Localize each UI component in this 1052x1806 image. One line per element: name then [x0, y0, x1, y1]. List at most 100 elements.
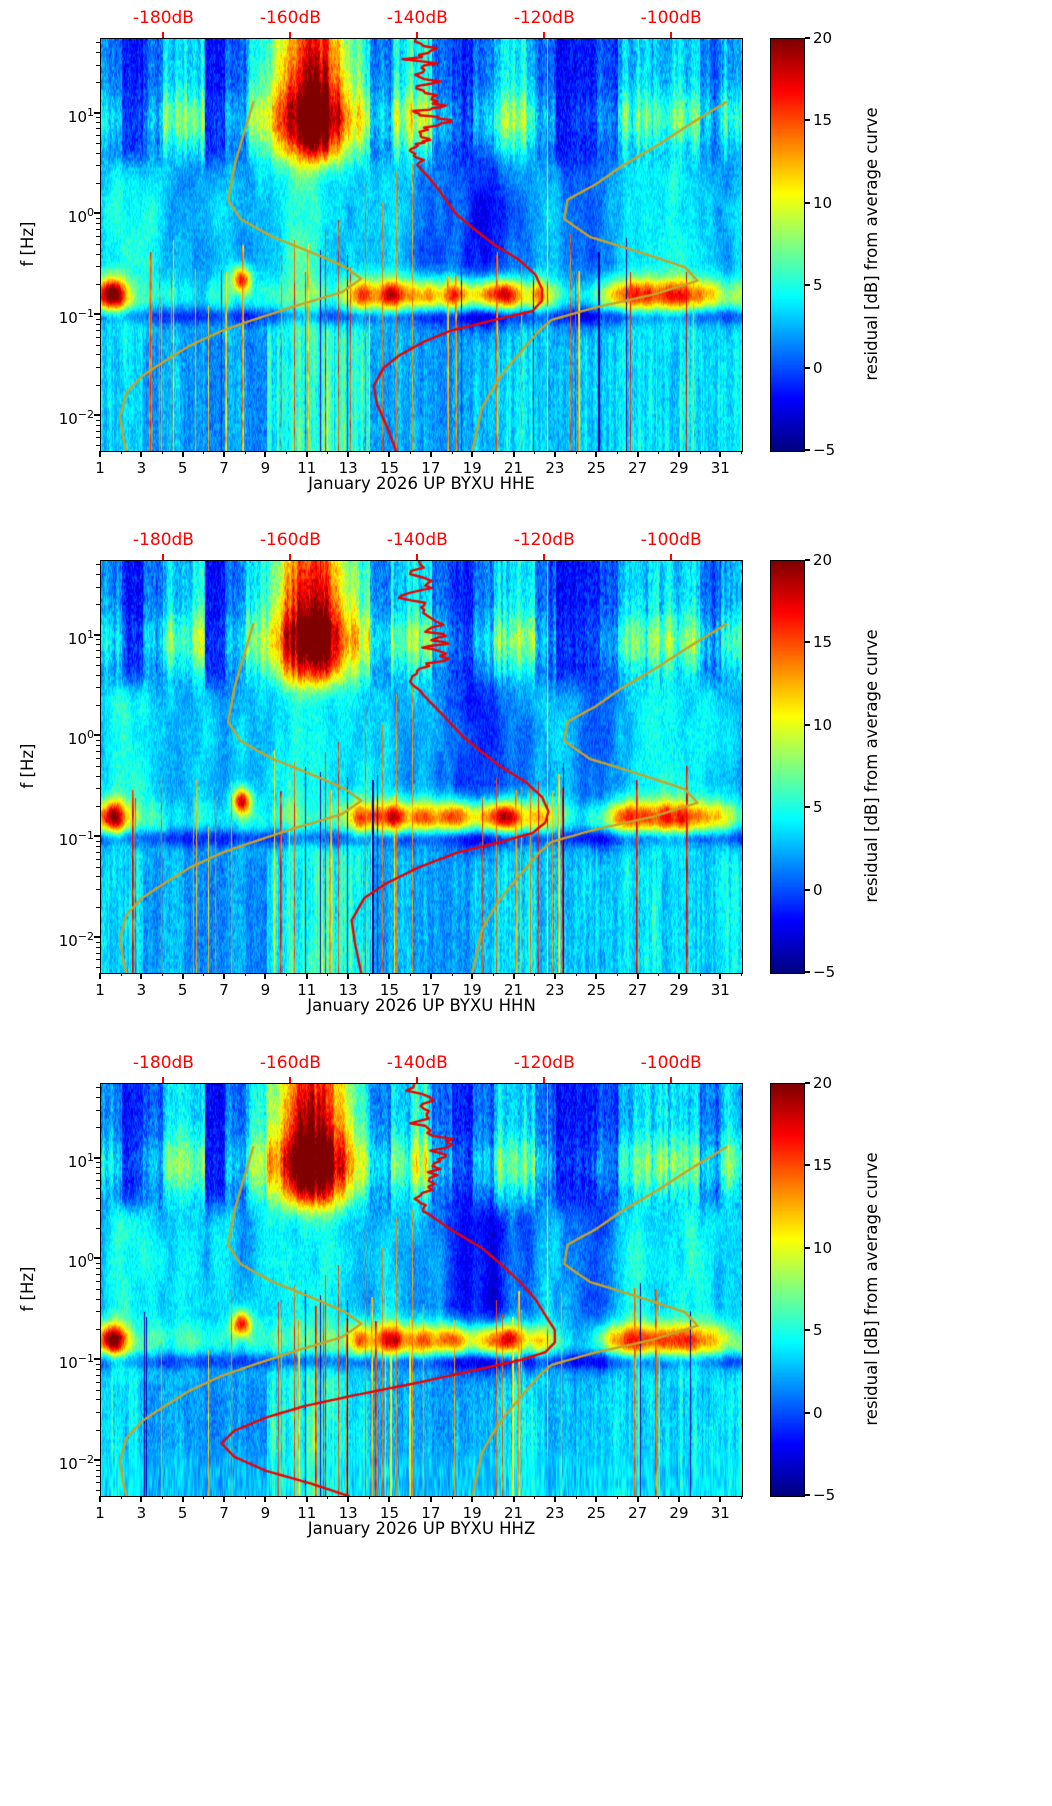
x-tick-label: 17	[421, 459, 441, 477]
top-db-tick-label: -160dB	[259, 530, 321, 550]
x-minor-tick-mark	[492, 1496, 494, 1499]
spectrogram-plot	[100, 38, 743, 452]
x-minor-tick-mark	[741, 973, 742, 976]
y-minor-tick-mark	[96, 906, 100, 908]
x-minor-tick-mark	[699, 1496, 701, 1499]
x-minor-tick-mark	[741, 1496, 742, 1499]
colorbar-tick-label: 0	[813, 358, 823, 377]
colorbar-tick-label: 20	[813, 1074, 833, 1092]
y-minor-tick-mark	[96, 876, 100, 878]
colorbar-tick-mark	[805, 1329, 810, 1332]
x-tick-label: 31	[710, 459, 730, 477]
top-db-tick-label: -100dB	[640, 8, 702, 28]
colorbar-tick-mark	[805, 449, 810, 451]
x-minor-tick-mark	[534, 973, 536, 976]
top-db-tick-mark	[670, 32, 673, 38]
top-db-tick-label: -160dB	[259, 1053, 321, 1073]
y-minor-tick-mark	[96, 1210, 100, 1212]
y-minor-tick-mark	[96, 705, 100, 707]
x-tick-mark	[429, 451, 432, 457]
colorbar-tick-label: 15	[813, 111, 833, 130]
y-minor-tick-mark	[96, 223, 100, 225]
colorbar-tick-label: 15	[813, 1156, 833, 1175]
top-db-tick-mark	[543, 1077, 546, 1083]
x-tick-mark	[512, 1496, 515, 1502]
y-minor-tick-mark	[96, 122, 100, 124]
x-tick-label: 13	[338, 459, 358, 477]
x-tick-label: 23	[545, 459, 565, 477]
y-minor-tick-mark	[96, 117, 100, 119]
x-tick-label: 5	[177, 981, 188, 999]
y-minor-tick-mark	[96, 437, 100, 439]
x-tick-label: 29	[669, 1504, 689, 1522]
y-tick-label: 10−2	[58, 930, 94, 951]
x-minor-tick-mark	[699, 973, 701, 976]
colorbar-canvas	[771, 1084, 804, 1496]
x-minor-tick-mark	[327, 973, 329, 976]
y-minor-tick-mark	[96, 64, 100, 66]
x-minor-tick-mark	[410, 1496, 412, 1499]
top-db-tick-mark	[670, 554, 673, 560]
panel-hhz: f [Hz] January 2026 UP BYXU HHZ residual…	[0, 1045, 1052, 1567]
colorbar-tick-label: 15	[813, 633, 833, 652]
colorbar-tick-label: 20	[813, 551, 833, 569]
y-tick-label: 10−1	[58, 1352, 94, 1373]
x-tick-label: 11	[297, 1504, 317, 1522]
x-tick-mark	[305, 451, 308, 457]
x-tick-mark	[636, 1496, 639, 1502]
x-tick-label: 31	[710, 981, 730, 999]
colorbar-tick-label: 5	[813, 276, 823, 295]
y-minor-tick-mark	[96, 1274, 100, 1276]
x-minor-tick-mark	[286, 973, 288, 976]
y-tick-label: 101	[67, 1150, 94, 1171]
y-minor-tick-mark	[96, 1288, 100, 1290]
y-tick-mark	[94, 734, 100, 737]
x-minor-tick-mark	[616, 451, 618, 454]
x-minor-tick-mark	[534, 1496, 536, 1499]
y-minor-tick-mark	[96, 430, 100, 432]
y-tick-label: 101	[67, 105, 94, 126]
y-minor-tick-mark	[96, 1087, 100, 1089]
x-tick-mark	[471, 1496, 474, 1502]
x-tick-label: 27	[628, 1504, 648, 1522]
y-minor-tick-mark	[96, 384, 100, 386]
x-minor-tick-mark	[286, 451, 288, 454]
x-tick-label: 1	[95, 459, 105, 477]
y-minor-tick-mark	[96, 366, 100, 368]
x-minor-tick-mark	[616, 973, 618, 976]
colorbar-tick-mark	[805, 971, 810, 973]
y-minor-tick-mark	[96, 1162, 100, 1164]
y-minor-tick-mark	[96, 1389, 100, 1391]
x-tick-label: 19	[462, 981, 482, 999]
x-tick-mark	[595, 1496, 598, 1502]
x-minor-tick-mark	[120, 973, 122, 976]
x-tick-mark	[181, 1496, 184, 1502]
colorbar-tick-label: 5	[813, 798, 823, 817]
x-tick-label: 7	[219, 459, 229, 477]
x-tick-mark	[636, 451, 639, 457]
x-tick-mark	[553, 451, 556, 457]
y-minor-tick-mark	[96, 235, 100, 237]
x-minor-tick-mark	[368, 1496, 370, 1499]
x-tick-mark	[305, 973, 308, 979]
x-minor-tick-mark	[244, 1496, 246, 1499]
x-tick-label: 27	[628, 459, 648, 477]
top-db-tick-mark	[543, 32, 546, 38]
colorbar-label: residual [dB] from average curve	[862, 1152, 881, 1426]
top-db-tick-mark	[416, 32, 419, 38]
y-minor-tick-mark	[96, 253, 100, 255]
y-minor-tick-mark	[96, 1381, 100, 1383]
colorbar-tick-mark	[805, 641, 810, 644]
y-minor-tick-mark	[96, 788, 100, 790]
x-tick-mark	[553, 1496, 556, 1502]
y-minor-tick-mark	[96, 142, 100, 144]
top-db-tick-mark	[543, 554, 546, 560]
y-minor-tick-mark	[96, 586, 100, 588]
x-minor-tick-mark	[120, 1496, 122, 1499]
y-minor-tick-mark	[96, 664, 100, 666]
x-tick-label: 19	[462, 459, 482, 477]
y-minor-tick-mark	[96, 1228, 100, 1230]
panel-hhe: f [Hz] January 2026 UP BYXU HHE residual…	[0, 0, 1052, 522]
colorbar-tick-mark	[805, 1164, 810, 1167]
